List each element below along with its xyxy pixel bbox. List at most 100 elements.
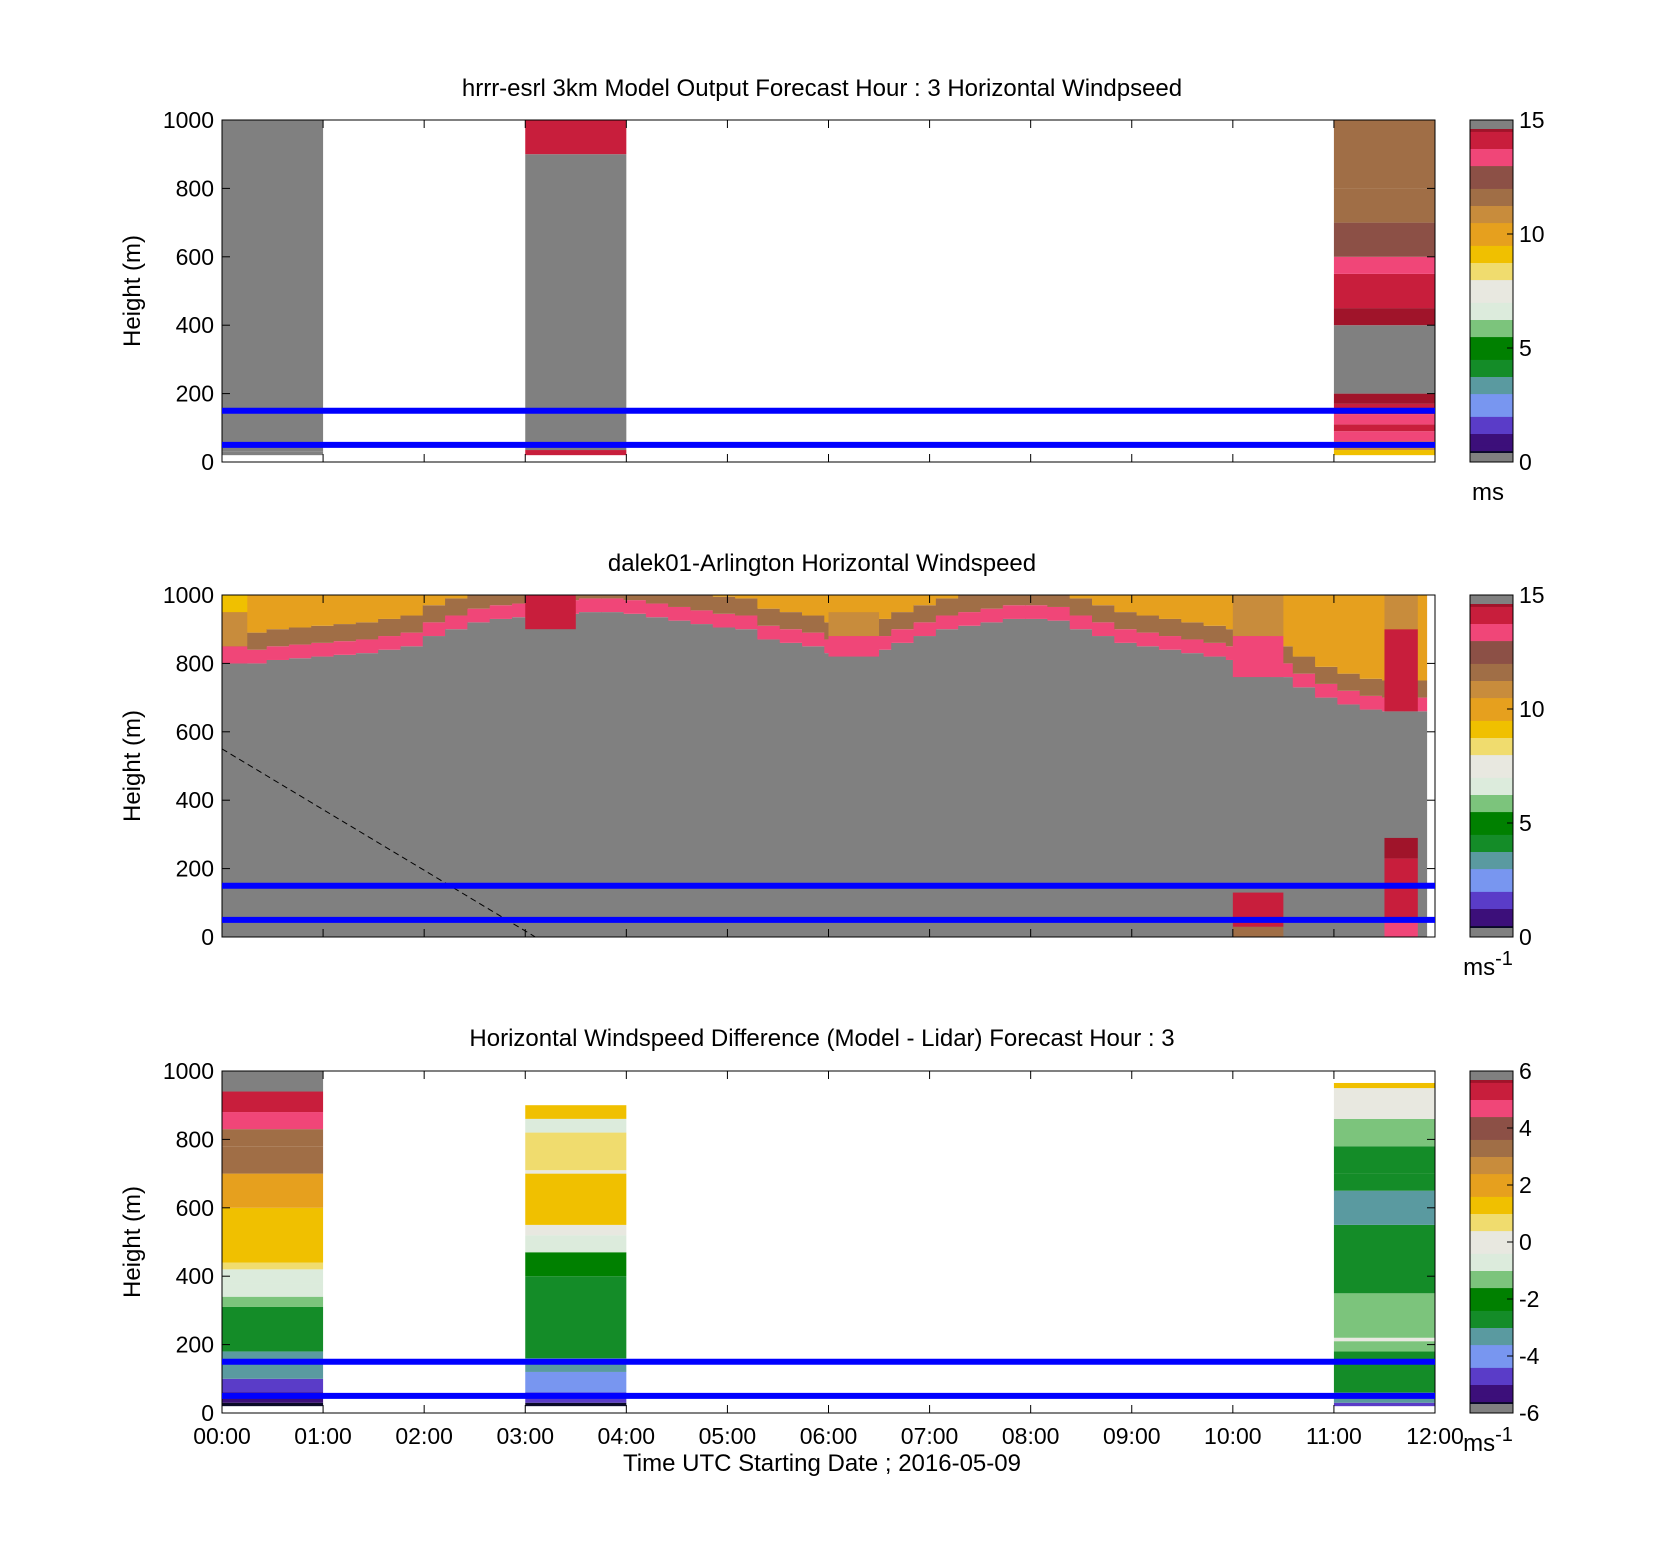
panel-lidar-cell <box>1337 595 1361 674</box>
panel-difference-colorbar-step <box>1470 1185 1513 1192</box>
panel-lidar-cell <box>1384 858 1418 920</box>
panel-lidar-cell <box>623 600 647 614</box>
panel-lidar-cell <box>333 641 357 655</box>
panel-difference-y-tick-label: 600 <box>176 1195 214 1221</box>
x-tick-label: 10:00 <box>1204 1423 1262 1449</box>
panel-difference-ylabel: Height (m) <box>119 1186 146 1298</box>
panel-lidar-background-cell <box>422 636 446 937</box>
panel-lidar-background-cell <box>400 646 424 937</box>
panel-lidar-cell <box>400 595 424 616</box>
panel-model-colorbar-step <box>1470 348 1513 355</box>
panel-lidar-y-tick-label: 1000 <box>163 582 214 608</box>
panel-lidar-cell <box>828 656 880 937</box>
panel-lidar-cell <box>1047 595 1071 607</box>
panel-lidar-cell <box>422 595 446 606</box>
panel-difference-cell <box>1333 1341 1435 1352</box>
panel-model-colorbar-step <box>1470 444 1513 452</box>
panel-lidar-colorbar-step <box>1470 606 1513 613</box>
panel-difference-colorbar-tick-label: -6 <box>1519 1400 1539 1426</box>
x-tick-label: 01:00 <box>294 1423 352 1449</box>
panel-lidar-colorbar-label: ms-1 <box>1463 948 1513 981</box>
panel-difference-colorbar-step <box>1470 1156 1513 1163</box>
panel-difference-colorbar-step <box>1470 1367 1513 1374</box>
panel-difference-colorbar-step <box>1470 1162 1513 1169</box>
panel-difference-colorbar-step <box>1470 1116 1513 1123</box>
panel-lidar-colorbar-step <box>1470 857 1513 864</box>
panel-lidar-cell <box>355 622 379 640</box>
panel-difference-colorbar-tick-label: -2 <box>1519 1286 1539 1312</box>
panel-lidar-colorbar-step <box>1470 845 1513 852</box>
panel-lidar-cell <box>1002 605 1026 619</box>
panel-model-colorbar-step <box>1470 359 1513 366</box>
panel-lidar-background-cell <box>958 625 981 937</box>
panel-lidar-cell <box>757 595 781 609</box>
panel-difference-cell <box>222 1361 324 1379</box>
panel-lidar-cell <box>1232 677 1284 893</box>
panel-difference-cell <box>222 1378 324 1393</box>
panel-model-cell <box>1333 424 1435 432</box>
panel-lidar-background-cell <box>1091 636 1115 937</box>
panel-lidar-cell <box>735 615 758 630</box>
panel-lidar-cell <box>1158 618 1182 637</box>
panel-lidar-cell <box>244 649 268 664</box>
panel-lidar-cell <box>333 624 357 642</box>
panel-lidar-colorbar-step <box>1470 891 1513 898</box>
panel-lidar-cell <box>828 595 880 613</box>
panel-lidar-background-cell <box>1181 653 1205 937</box>
panel-model-colorbar-step <box>1470 205 1513 212</box>
panel-model-colorbar-missing-bottom <box>1470 453 1513 462</box>
panel-difference-cell <box>525 1402 627 1407</box>
panel-difference-cell <box>222 1351 324 1362</box>
panel-model-cell <box>525 120 627 155</box>
x-axis-label: Time UTC Starting Date ; 2016-05-09 <box>623 1450 1021 1477</box>
panel-model-cell <box>1333 325 1435 394</box>
panel-difference-colorbar-step <box>1470 1264 1513 1271</box>
panel-difference-colorbar-tick-label: 6 <box>1519 1058 1532 1084</box>
panel-lidar-colorbar-step <box>1470 805 1513 813</box>
panel-lidar-colorbar-step <box>1470 754 1513 761</box>
panel-lidar-cell <box>355 595 379 623</box>
panel-difference-colorbar-step <box>1470 1361 1513 1368</box>
panel-model-cell <box>1333 256 1435 274</box>
panel-lidar-cell <box>935 615 959 630</box>
x-tick-label: 04:00 <box>598 1423 656 1449</box>
panel-lidar-cell <box>828 636 880 657</box>
panel-difference-colorbar-step <box>1470 1173 1513 1180</box>
panel-difference-colorbar-step <box>1470 1088 1513 1095</box>
panel-lidar-cell <box>623 595 647 601</box>
panel-lidar-cell <box>288 644 312 659</box>
panel-lidar-cell <box>913 605 937 623</box>
panel-model-cell <box>1333 291 1435 309</box>
panel-difference-colorbar-step <box>1470 1230 1513 1237</box>
panel-lidar-cell <box>668 595 691 607</box>
panel-difference-colorbar-step <box>1470 1145 1513 1152</box>
panel-difference-colorbar-step <box>1470 1384 1513 1391</box>
panel-lidar-colorbar-step <box>1470 897 1513 904</box>
panel-lidar-cell <box>525 595 576 630</box>
panel-lidar-colorbar-step <box>1470 828 1513 835</box>
panel-difference-cell <box>1333 1088 1435 1119</box>
panel-model-y-tick-label: 0 <box>201 449 214 475</box>
panel-lidar-cell <box>1091 595 1115 606</box>
panel-lidar-background-cell <box>913 636 937 937</box>
panel-model-colorbar-step <box>1470 439 1513 446</box>
panel-model-title: hrrr-esrl 3km Model Output Forecast Hour… <box>462 75 1182 102</box>
panel-lidar-colorbar-step <box>1470 851 1513 858</box>
panel-lidar-background-cell <box>1025 618 1048 937</box>
panel-lidar-cell <box>958 612 981 626</box>
panel-lidar-cell <box>244 632 268 650</box>
x-tick-label: 02:00 <box>395 1423 453 1449</box>
panel-lidar-cell <box>690 610 714 625</box>
panel-difference-cell <box>525 1118 627 1133</box>
panel-model: hrrr-esrl 3km Model Output Forecast Hour… <box>119 75 1545 506</box>
panel-lidar-colorbar-tick-label: 5 <box>1519 810 1532 836</box>
panel-difference-colorbar-step <box>1470 1224 1513 1232</box>
panel-model-colorbar-step <box>1470 291 1513 298</box>
panel-lidar-cell <box>1337 673 1361 691</box>
panel-lidar-cell <box>1091 605 1115 623</box>
panel-lidar-cell <box>1232 926 1284 937</box>
panel-model-colorbar-step <box>1470 285 1513 292</box>
panel-lidar-colorbar-step <box>1470 646 1513 653</box>
panel-lidar-cell <box>958 595 981 613</box>
panel-difference-colorbar-step <box>1470 1259 1513 1266</box>
